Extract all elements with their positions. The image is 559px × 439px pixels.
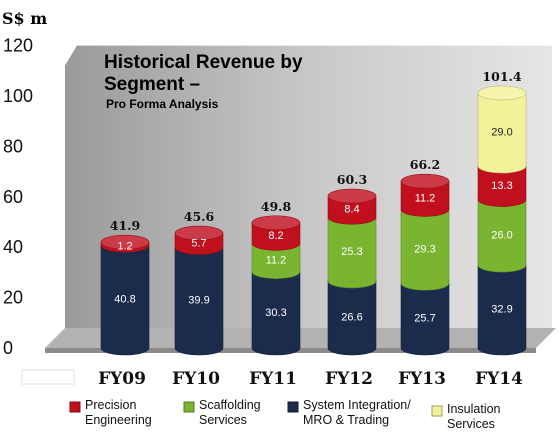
legend-label-line2: MRO & Trading xyxy=(303,413,389,427)
segment-value-label: 26.0 xyxy=(491,229,512,241)
bar-segment xyxy=(174,247,224,356)
legend: PrecisionEngineeringScaffoldingServicesS… xyxy=(69,398,501,431)
legend-swatch xyxy=(183,401,195,413)
bar-segment xyxy=(100,244,150,356)
bar-FY09: 40.8 1.2 41.9 xyxy=(100,218,150,356)
chart-title: Historical Revenue by Segment – xyxy=(104,52,303,95)
legend-label-line1: System Integration/ xyxy=(303,398,411,412)
segment-value-label: 1.2 xyxy=(117,241,132,253)
legend-label-line1: Precision xyxy=(85,398,136,412)
legend-swatch xyxy=(431,405,443,417)
bar-top-cap xyxy=(100,234,150,250)
chart-title-line2: Segment – xyxy=(104,74,200,95)
x-tick-label: FY14 xyxy=(475,369,523,389)
bars-group: 40.8 1.2 41.9 39.9 5.7 45.6 30.3 11.2 8.2 49.8 26.… xyxy=(100,69,527,356)
bar-segment xyxy=(251,271,301,356)
segment-value-label: 25.3 xyxy=(341,246,362,258)
y-tick-label: 0 xyxy=(3,338,13,358)
segment-value-label: 39.9 xyxy=(188,295,209,307)
bar-FY14: 32.9 26.0 13.3 29.0 101.4 xyxy=(477,69,527,356)
segment-value-label: 26.6 xyxy=(341,311,362,323)
chart-title-line1: Historical Revenue by xyxy=(104,52,303,73)
x-axis-blank-cell xyxy=(21,369,75,385)
legend-label-line2: Services xyxy=(199,413,247,427)
bar-total-label: 66.2 xyxy=(410,157,440,172)
bar-top-cap xyxy=(251,215,301,231)
y-tick-label: 40 xyxy=(3,237,23,257)
bar-segment xyxy=(477,165,527,207)
bar-segment xyxy=(477,264,527,356)
bar-segment xyxy=(400,209,450,291)
legend-label-line1: Scaffolding xyxy=(199,398,261,412)
segment-value-label: 29.0 xyxy=(491,127,512,139)
bar-top-cap xyxy=(477,85,527,101)
bar-total-label: 60.3 xyxy=(337,172,367,187)
bar-FY10: 39.9 5.7 45.6 xyxy=(174,209,224,356)
y-tick-label: 120 xyxy=(3,36,33,56)
bar-total-label: 101.4 xyxy=(482,69,521,84)
x-tick-label: FY12 xyxy=(325,369,373,389)
x-axis: FY09 FY10 FY11 FY12 FY13 FY14 xyxy=(21,369,523,389)
bar-FY11: 30.3 11.2 8.2 49.8 xyxy=(251,199,301,356)
legend-swatch xyxy=(69,401,81,413)
y-unit-label: S$ m xyxy=(2,9,47,28)
legend-label-line2: Services xyxy=(447,417,495,431)
bar-segment xyxy=(251,222,301,251)
segment-value-label: 13.3 xyxy=(491,180,512,192)
segment-value-label: 8.4 xyxy=(344,204,359,216)
bar-FY13: 25.7 29.3 11.2 66.2 xyxy=(400,157,450,356)
bar-total-label: 45.6 xyxy=(184,209,215,224)
bar-top-cap xyxy=(174,225,224,241)
segment-value-label: 25.7 xyxy=(414,313,435,325)
legend-item: System Integration/MRO & Trading xyxy=(287,398,411,427)
bar-segment xyxy=(400,282,450,356)
bar-segment xyxy=(400,180,450,217)
segment-value-label: 40.8 xyxy=(114,294,135,306)
y-axis: 0 20 40 60 80 100 120 xyxy=(3,36,33,358)
bar-total-label: 49.8 xyxy=(261,199,292,214)
bar-segment xyxy=(327,280,377,356)
bar-top-cap xyxy=(400,173,450,189)
x-tick-label: FY11 xyxy=(249,369,297,389)
segment-value-label: 11.2 xyxy=(415,192,436,204)
legend-label-line1: Insulation xyxy=(447,402,501,416)
y-tick-label: 20 xyxy=(3,288,23,308)
bar-top-cap xyxy=(327,188,377,204)
x-tick-label: FY10 xyxy=(172,369,220,389)
bar-segment xyxy=(327,216,377,289)
y-tick-label: 80 xyxy=(3,136,23,156)
bar-segment xyxy=(327,195,377,225)
legend-label-line2: Engineering xyxy=(85,413,152,427)
legend-swatch xyxy=(287,401,299,413)
x-tick-label: FY09 xyxy=(98,369,146,389)
segment-value-label: 29.3 xyxy=(414,243,435,255)
segment-value-label: 11.2 xyxy=(266,255,287,267)
segment-value-label: 8.2 xyxy=(268,230,283,242)
y-tick-label: 60 xyxy=(3,187,23,207)
x-tick-label: FY13 xyxy=(398,369,446,389)
segment-value-label: 32.9 xyxy=(491,304,512,316)
chart-subtitle: Pro Forma Analysis xyxy=(106,97,219,111)
segment-value-label: 30.3 xyxy=(265,307,286,319)
bar-segment xyxy=(251,243,301,279)
segment-value-label: 5.7 xyxy=(191,237,206,249)
bar-segment xyxy=(477,199,527,273)
bar-total-label: 41.9 xyxy=(110,218,140,233)
bar-FY12: 26.6 25.3 8.4 60.3 xyxy=(327,172,377,356)
bar-segment xyxy=(477,92,527,174)
y-tick-label: 100 xyxy=(3,86,33,106)
